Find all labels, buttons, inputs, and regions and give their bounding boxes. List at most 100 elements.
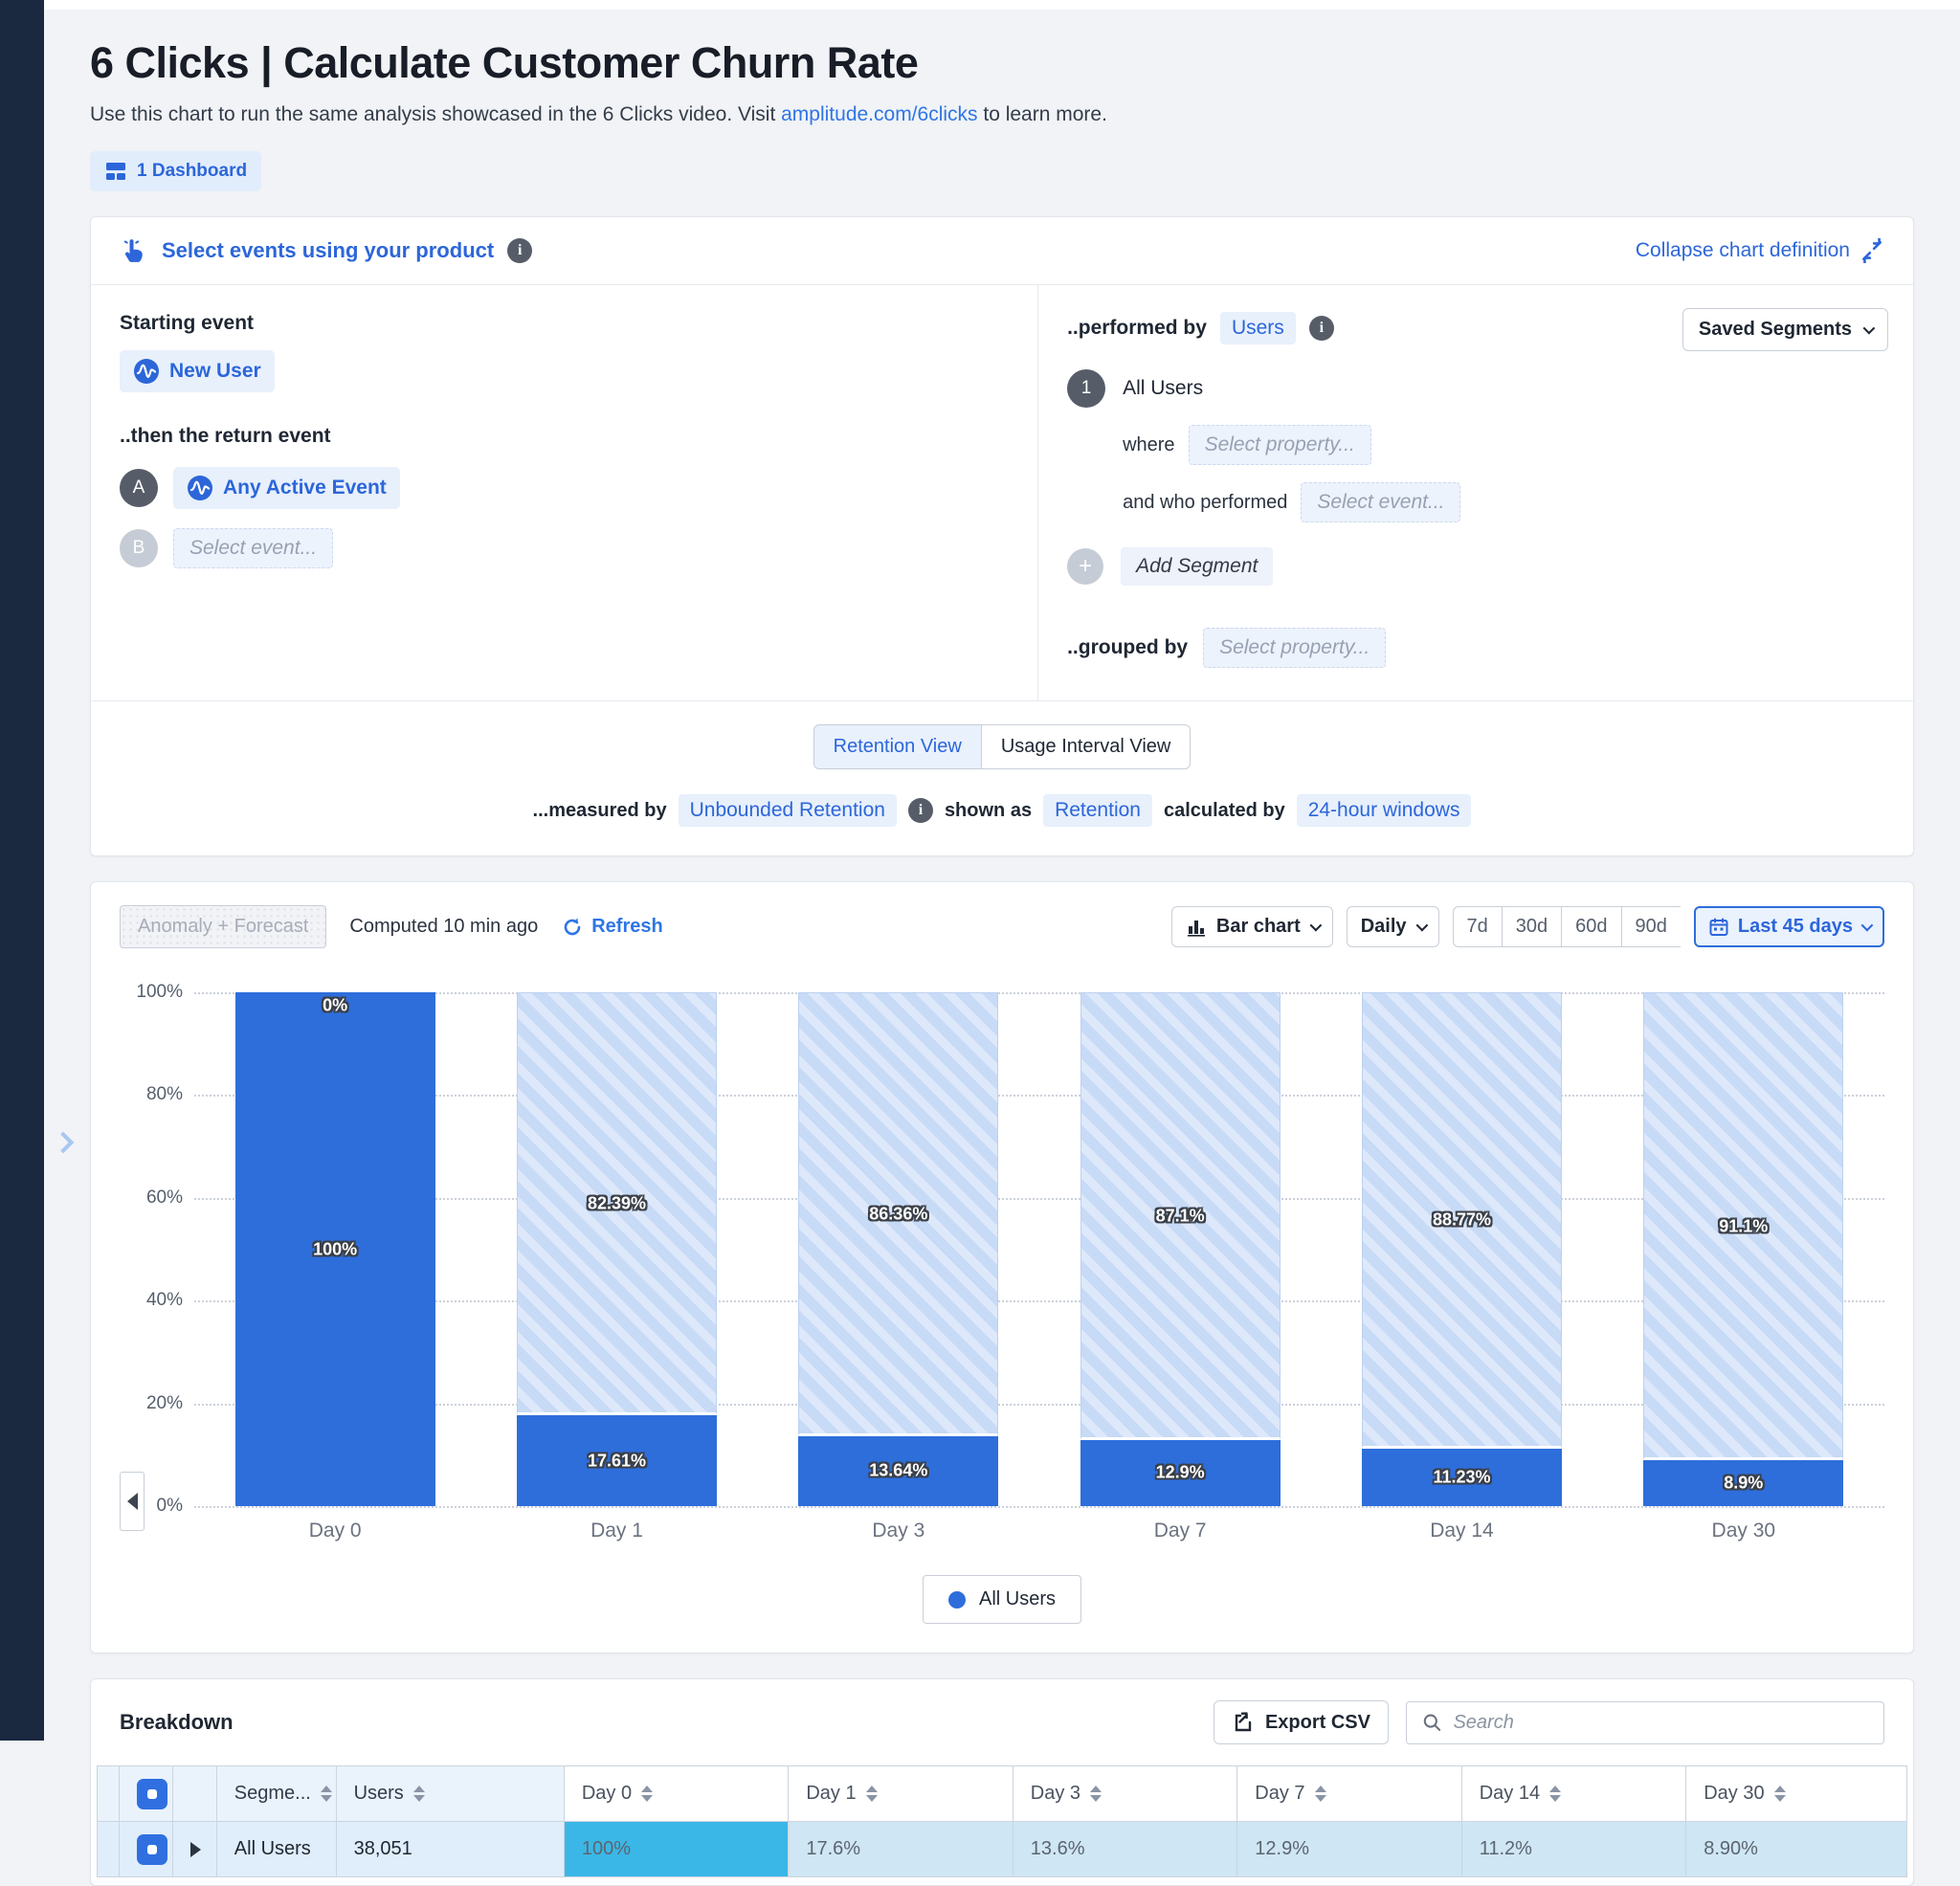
and-who-performed-select[interactable]: Select event... <box>1301 482 1460 522</box>
breakdown-title: Breakdown <box>120 1710 234 1735</box>
collapse-chart-definition-button[interactable]: Collapse chart definition <box>1636 238 1884 263</box>
dashboard-grid-icon <box>104 160 127 183</box>
column-header-users[interactable]: Users <box>336 1766 564 1822</box>
row-checkbox[interactable] <box>137 1834 167 1865</box>
saved-segments-button[interactable]: Saved Segments <box>1682 308 1888 351</box>
column-header-day-1[interactable]: Day 1 <box>789 1766 1013 1822</box>
range-button-90d[interactable]: 90d <box>1621 906 1681 947</box>
bar-group-day-3[interactable]: 86.36% 13.64% <box>758 992 1039 1506</box>
segment-panel: ..performed by Users Saved Segments 1 Al… <box>1038 285 1913 700</box>
shown-as-select[interactable]: Retention <box>1043 794 1152 827</box>
select-events-button[interactable]: Select events using your product <box>120 236 532 265</box>
x-tick-label: Day 14 <box>1321 1520 1602 1542</box>
y-axis: 0%20%40%60%80%100% <box>120 992 194 1506</box>
sort-icon[interactable] <box>641 1786 653 1802</box>
add-segment-button[interactable]: Add Segment <box>1121 547 1273 586</box>
gridline <box>194 1506 1884 1508</box>
info-icon[interactable] <box>1309 316 1334 341</box>
performed-by-label: ..performed by <box>1067 317 1207 340</box>
column-header-day-0[interactable]: Day 0 <box>564 1766 788 1822</box>
column-header-label: Day 30 <box>1704 1783 1764 1805</box>
tab-usage-interval-view[interactable]: Usage Interval View <box>981 724 1192 769</box>
expand-row-icon[interactable] <box>190 1842 201 1857</box>
sort-icon[interactable] <box>1315 1786 1326 1802</box>
where-property-select[interactable]: Select property... <box>1189 425 1371 465</box>
sort-icon[interactable] <box>321 1786 332 1802</box>
return-event-a-pill[interactable]: Any Active Event <box>173 467 400 509</box>
column-header-day-14[interactable]: Day 14 <box>1461 1766 1685 1822</box>
row-checkbox-cell <box>119 1822 173 1877</box>
range-button-30d[interactable]: 30d <box>1502 906 1561 947</box>
return-event-label: ..then the return event <box>120 425 1009 448</box>
subtitle-link[interactable]: amplitude.com/6clicks <box>781 103 977 125</box>
cell-segment: All Users <box>216 1822 336 1877</box>
churn-value-label: 82.39% <box>588 1194 646 1214</box>
churn-value-label: 86.36% <box>869 1204 927 1224</box>
bar-group-day-1[interactable]: 82.39%17.61% <box>476 992 757 1506</box>
page-title: 6 Clicks | Calculate Customer Churn Rate <box>90 38 1914 88</box>
range-button-7d[interactable]: 7d <box>1453 906 1502 947</box>
dashboard-badge[interactable]: 1 Dashboard <box>90 151 261 191</box>
column-header-day-7[interactable]: Day 7 <box>1237 1766 1461 1822</box>
cell-users: 38,051 <box>336 1822 564 1877</box>
return-event-b-select[interactable]: Select event... <box>173 528 333 568</box>
info-icon[interactable] <box>908 798 933 823</box>
where-label: where <box>1123 434 1174 456</box>
chevron-down-icon <box>1861 920 1874 932</box>
performed-by-users-pill[interactable]: Users <box>1220 312 1296 344</box>
date-range-button[interactable]: Last 45 days <box>1694 906 1884 947</box>
search-input[interactable] <box>1453 1712 1868 1734</box>
bar-group-day-0[interactable]: 0% 100% <box>194 992 476 1506</box>
column-header-day-30[interactable]: Day 30 <box>1686 1766 1907 1822</box>
sort-icon[interactable] <box>1774 1786 1786 1802</box>
bar-group-day-14[interactable]: 88.77%11.23% <box>1321 992 1602 1506</box>
tab-retention-view[interactable]: Retention View <box>813 724 981 769</box>
sort-icon[interactable] <box>413 1786 425 1802</box>
retained-value-label: 11.23% <box>1433 1467 1490 1487</box>
dashboard-badge-label: 1 Dashboard <box>137 161 247 182</box>
info-icon[interactable] <box>507 238 532 263</box>
select-all-checkbox[interactable] <box>137 1779 167 1809</box>
churn-value-label: 0% <box>323 996 347 1016</box>
sort-icon[interactable] <box>1549 1786 1561 1802</box>
churn-value-label: 91.1% <box>1719 1216 1768 1236</box>
measure-select[interactable]: Unbounded Retention <box>679 794 897 827</box>
starting-event-label: Starting event <box>120 312 1009 335</box>
column-header-segme-[interactable]: Segme... <box>216 1766 336 1822</box>
cell-day-1: 17.6% <box>789 1822 1013 1877</box>
range-button-60d[interactable]: 60d <box>1561 906 1620 947</box>
add-segment-plus-icon[interactable] <box>1067 548 1103 585</box>
chart-card: Anomaly + Forecast Computed 10 min ago R… <box>90 881 1914 1653</box>
chart-type-dropdown[interactable]: Bar chart <box>1171 906 1333 947</box>
legend-all-users[interactable]: All Users <box>923 1575 1081 1624</box>
starting-event-name: New User <box>169 360 261 383</box>
anomaly-forecast-button[interactable]: Anomaly + Forecast <box>120 905 326 948</box>
collapse-label: Collapse chart definition <box>1636 239 1850 262</box>
sort-icon[interactable] <box>1090 1786 1102 1802</box>
calculated-by-label: calculated by <box>1164 800 1285 822</box>
window-select[interactable]: 24-hour windows <box>1297 794 1472 827</box>
refresh-label: Refresh <box>591 916 662 938</box>
starting-event-pill[interactable]: New User <box>120 350 275 392</box>
column-header-day-3[interactable]: Day 3 <box>1013 1766 1236 1822</box>
bar-group-day-7[interactable]: 87.1%12.9% <box>1039 992 1321 1506</box>
bar-group-day-30[interactable]: 91.1%8.9% <box>1603 992 1884 1506</box>
export-icon <box>1232 1711 1255 1734</box>
refresh-button[interactable]: Refresh <box>561 916 662 939</box>
interval-dropdown[interactable]: Daily <box>1347 906 1439 947</box>
churn-value-label: 87.1% <box>1156 1206 1205 1226</box>
retained-value-label: 13.64% <box>869 1461 927 1481</box>
breakdown-table: Segme...UsersDay 0 Day 1 Day 3Day 7Day 14 D… <box>97 1765 1907 1877</box>
subtitle-text-2: to learn more. <box>978 103 1107 125</box>
cell-day-14: 11.2% <box>1461 1822 1685 1877</box>
sort-icon[interactable] <box>866 1786 878 1802</box>
retention-chart: 0%20%40%60%80%100% 0%100%82.39%17.61%86.… <box>120 992 1884 1506</box>
select-events-label: Select events using your product <box>162 238 494 263</box>
grouped-by-property-select[interactable]: Select property... <box>1203 628 1386 668</box>
search-box[interactable] <box>1406 1701 1884 1744</box>
chart-scroll-left-handle[interactable] <box>120 1472 145 1531</box>
retained-value-label: 100% <box>313 1239 357 1259</box>
column-header-label: Day 1 <box>806 1783 856 1805</box>
x-tick-label: Day 7 <box>1039 1520 1321 1542</box>
export-csv-button[interactable]: Export CSV <box>1214 1700 1389 1744</box>
